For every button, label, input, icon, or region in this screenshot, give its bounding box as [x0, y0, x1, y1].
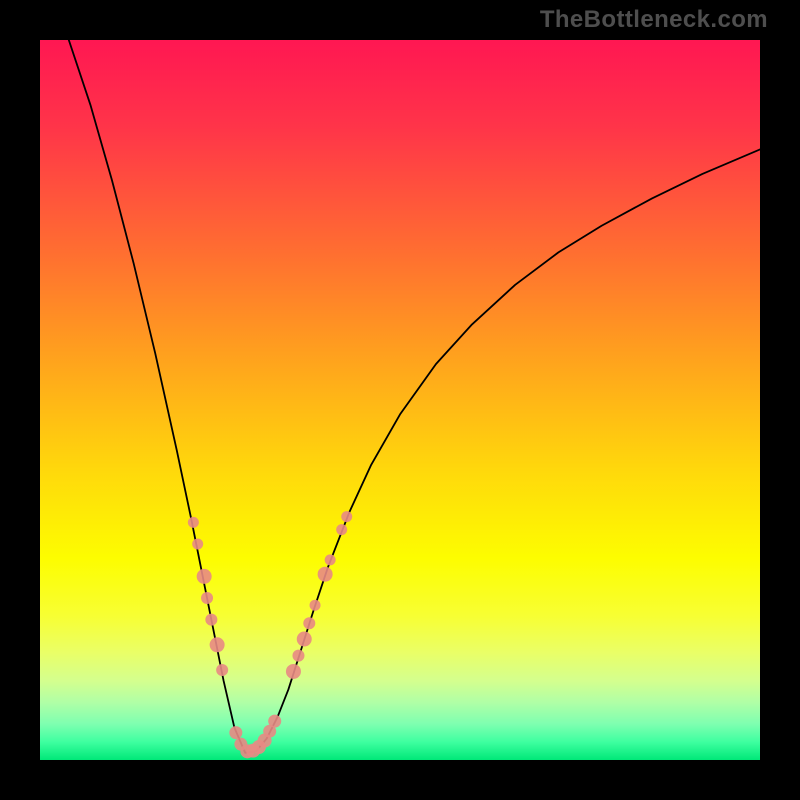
data-marker [286, 664, 301, 679]
watermark-text: TheBottleneck.com [540, 6, 768, 34]
data-marker [318, 567, 333, 582]
data-marker [336, 524, 347, 535]
data-marker [205, 614, 217, 626]
data-marker [216, 664, 228, 676]
data-marker [292, 650, 304, 662]
chart-svg [40, 40, 760, 760]
data-marker [210, 637, 225, 652]
data-marker [201, 592, 213, 604]
data-marker [303, 617, 315, 629]
data-marker [268, 715, 281, 728]
data-marker [192, 539, 203, 550]
data-marker [341, 511, 352, 522]
data-marker [310, 600, 321, 611]
data-marker [188, 517, 199, 528]
plot-area [40, 40, 760, 760]
data-marker [325, 554, 336, 565]
data-marker [229, 726, 242, 739]
data-marker [297, 632, 312, 647]
chart-frame: TheBottleneck.com [0, 0, 800, 800]
gradient-background [40, 40, 760, 760]
data-marker [197, 569, 212, 584]
